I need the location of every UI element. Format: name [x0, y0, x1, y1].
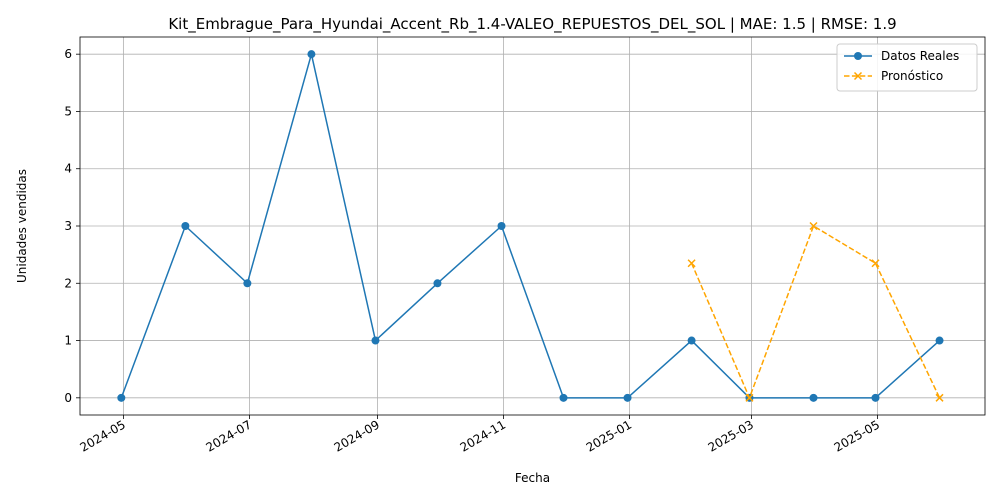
grid: [80, 37, 985, 415]
y-tick-label: 3: [64, 219, 72, 233]
data-point-datos-reales: [871, 393, 880, 402]
legend-label-datos-reales: Datos Reales: [881, 49, 959, 63]
x-axis-label: Fecha: [515, 471, 550, 485]
data-point-pronostico: [745, 393, 754, 402]
data-point-datos-reales: [687, 336, 696, 345]
y-tick-label: 0: [64, 391, 72, 405]
legend: Datos Reales Pronóstico: [836, 43, 978, 92]
legend-label-pronostico: Pronóstico: [881, 69, 943, 83]
data-point-datos-reales: [307, 50, 316, 59]
data-point-datos-reales: [181, 222, 190, 230]
data-point-pronostico: [809, 221, 818, 231]
data-point-datos-reales: [371, 336, 380, 345]
legend-marker-pronostico: [853, 71, 863, 81]
series-line-0: [120, 53, 941, 399]
y-tick-label: 5: [64, 104, 72, 118]
data-point-datos-reales: [497, 222, 506, 230]
y-tick-label: 1: [64, 334, 72, 348]
y-tick-label: 6: [64, 47, 72, 61]
data-point-datos-reales: [243, 279, 252, 288]
legend-marker-datos-reales: [854, 52, 862, 60]
chart-title: Kit_Embrague_Para_Hyundai_Accent_Rb_1.4-…: [168, 15, 896, 34]
data-point-pronostico: [687, 259, 696, 268]
data-point-datos-reales: [117, 393, 126, 402]
data-point-datos-reales: [559, 393, 568, 402]
series-line-1: [690, 224, 941, 400]
y-axis-label: Unidades vendidas: [15, 169, 29, 283]
y-tick-label: 4: [64, 162, 72, 176]
y-tick-label: 2: [64, 276, 72, 290]
data-point-pronostico: [935, 393, 944, 402]
data-point-datos-reales: [433, 279, 442, 288]
series-layer: [117, 50, 944, 402]
data-point-pronostico: [871, 259, 880, 268]
data-point-datos-reales: [935, 336, 944, 345]
data-point-datos-reales: [809, 393, 818, 402]
data-point-datos-reales: [623, 393, 632, 402]
